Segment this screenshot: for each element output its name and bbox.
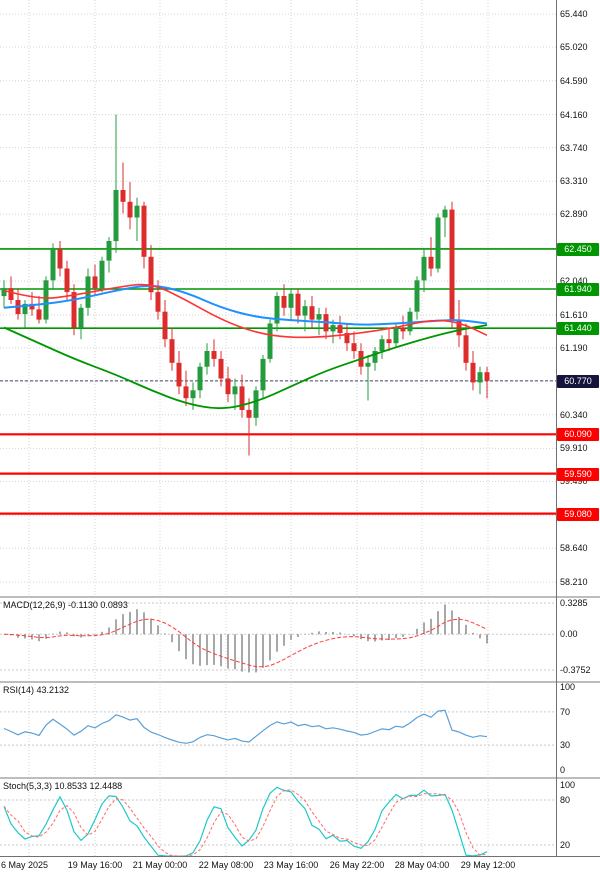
level-price-tag: 62.450 (557, 243, 599, 256)
time-axis-label: 22 May 08:00 (198, 860, 254, 870)
rsi-scale-label: 100 (560, 682, 576, 692)
price-tick-label: 60.340 (560, 410, 588, 420)
stochastic-panel (0, 786, 556, 856)
price-tick-label: 65.020 (560, 42, 588, 52)
price-tick-label: 59.490 (560, 476, 588, 486)
price-tick-label: 59.910 (560, 443, 588, 453)
price-tick-label: 63.310 (560, 176, 588, 186)
ma-blue-fast (3, 284, 488, 326)
level-price-tag: 60.090 (557, 428, 599, 441)
macd-signal-line (3, 618, 488, 668)
stoch-scale-label: 20 (560, 840, 571, 850)
grid-lines (0, 0, 556, 856)
price-axis[interactable]: 65.440 65.020 64.590 64.160 63.740 63.310 62.8… (556, 0, 600, 878)
stoch-d-line (3, 789, 488, 856)
price-tick-label: 64.590 (560, 76, 588, 86)
price-tick-label: 62.890 (560, 209, 588, 219)
level-price-tag: 59.080 (557, 508, 599, 521)
price-tick-label: 65.440 (560, 9, 588, 19)
macd-panel (0, 602, 556, 673)
time-axis-label: 19 May 16:00 (67, 860, 123, 870)
stoch-scale-label: 100 (560, 780, 576, 790)
panel-separators (0, 0, 600, 857)
time-axis-label: 6 May 2025 (1, 860, 49, 870)
time-axis-label: 26 May 22:00 (329, 860, 385, 870)
time-axis-label: 28 May 04:00 (394, 860, 450, 870)
time-axis-label: 21 May 00:00 (132, 860, 188, 870)
level-price-tag: 61.940 (557, 283, 599, 296)
time-axis[interactable]: 6 May 2025 19 May 16:00 21 May 00:00 22 May… (0, 858, 556, 878)
stoch-indicator-label: Stoch(5,3,3) 10.8533 12.4488 (3, 781, 123, 791)
stoch-k-line (3, 786, 488, 856)
macd-scale-label: -0.3752 (560, 665, 591, 675)
price-tick-label: 61.610 (560, 310, 588, 320)
time-axis-label: 29 May 12:00 (460, 860, 516, 870)
ma-green-slow (3, 324, 488, 410)
rsi-line (3, 709, 488, 744)
price-tick-label: 64.160 (560, 110, 588, 120)
level-price-tag: 61.440 (557, 322, 599, 335)
current-price-tag: 60.770 (557, 375, 599, 388)
price-tick-label: 58.640 (560, 543, 588, 553)
macd-scale-label: 0.00 (560, 629, 578, 639)
macd-indicator-label: MACD(12,26,9) -0.1130 0.0893 (3, 600, 128, 610)
price-tick-label: 62.040 (560, 276, 588, 286)
time-axis-label: 23 May 16:00 (263, 860, 319, 870)
candlesticks (1, 114, 490, 456)
price-tick-label: 63.740 (560, 143, 588, 153)
macd-scale-label: 0.3285 (560, 598, 588, 608)
level-price-tag: 59.590 (557, 468, 599, 481)
price-tick-label: 58.210 (560, 577, 588, 587)
rsi-scale-label: 0 (560, 765, 566, 775)
rsi-panel (0, 709, 556, 746)
stoch-scale-label: 80 (560, 795, 571, 805)
price-tick-label: 61.190 (560, 343, 588, 353)
ma-red-medium (3, 283, 488, 339)
price-levels (0, 248, 556, 515)
rsi-scale-label: 70 (560, 707, 571, 717)
rsi-scale-label: 30 (560, 740, 571, 750)
rsi-indicator-label: RSI(14) 43.2132 (3, 685, 70, 695)
